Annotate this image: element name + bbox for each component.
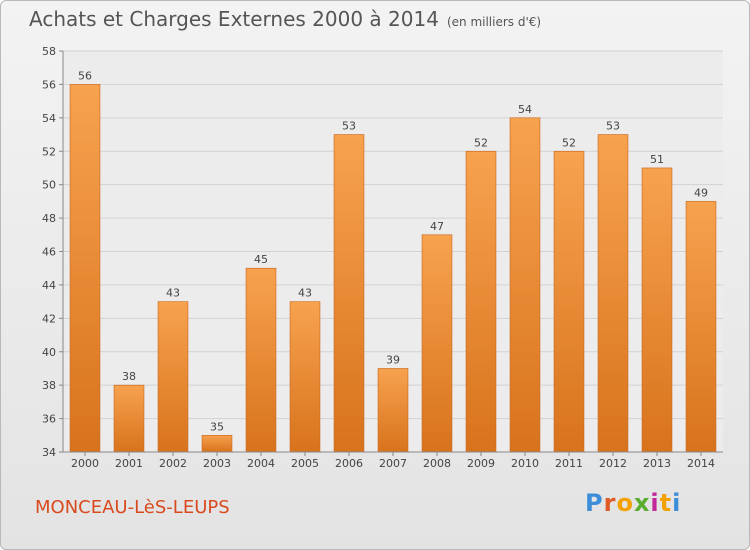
bar-2003	[201, 434, 233, 453]
proxiti-logo: Proxiti	[585, 489, 682, 517]
data-label-2000: 56	[78, 69, 92, 82]
bar-2005	[289, 301, 321, 453]
bar-2008	[421, 234, 453, 453]
data-label-2012: 53	[606, 120, 620, 133]
y-tick-label: 44	[42, 279, 56, 292]
x-tick-label: 2004	[247, 457, 275, 470]
x-tick-label: 2013	[643, 457, 671, 470]
y-tick-label: 40	[42, 346, 56, 359]
chart-title: Achats et Charges Externes 2000 à 2014 (e…	[29, 7, 541, 31]
bar-2000	[69, 84, 101, 453]
bar-2004	[245, 267, 277, 453]
bar-2002	[157, 301, 189, 453]
bar-2013	[641, 167, 673, 453]
y-tick-label: 54	[42, 112, 56, 125]
bar-2010	[509, 117, 541, 453]
bar-2006	[333, 134, 365, 453]
y-tick-label: 58	[42, 45, 56, 58]
bar-2007	[377, 368, 409, 453]
bar-2012	[597, 134, 629, 453]
bar-2014	[685, 201, 717, 453]
bar-2011	[553, 150, 585, 453]
bar-2009	[465, 150, 497, 453]
data-label-2014: 49	[694, 186, 708, 199]
x-tick-label: 2005	[291, 457, 319, 470]
x-tick-label: 2000	[71, 457, 99, 470]
y-tick-label: 52	[42, 145, 56, 158]
x-tick-label: 2008	[423, 457, 451, 470]
x-tick-label: 2010	[511, 457, 539, 470]
x-tick-label: 2012	[599, 457, 627, 470]
data-label-2009: 52	[474, 136, 488, 149]
chart-title-text: Achats et Charges Externes 2000 à 2014	[29, 7, 439, 31]
y-tick-label: 42	[42, 312, 56, 325]
data-label-2010: 54	[518, 103, 532, 116]
data-label-2011: 52	[562, 136, 576, 149]
data-label-2007: 39	[386, 353, 400, 366]
bar-2001	[113, 384, 145, 453]
chart-subtitle: (en milliers d'€)	[446, 15, 542, 29]
data-label-2008: 47	[430, 220, 444, 233]
data-label-2005: 43	[298, 287, 312, 300]
data-label-2013: 51	[650, 153, 664, 166]
y-tick-label: 36	[42, 413, 56, 426]
x-tick-label: 2014	[687, 457, 715, 470]
x-tick-label: 2007	[379, 457, 407, 470]
data-label-2003: 35	[210, 420, 224, 433]
x-tick-label: 2009	[467, 457, 495, 470]
x-tick-label: 2003	[203, 457, 231, 470]
x-tick-label: 2011	[555, 457, 583, 470]
data-label-2004: 45	[254, 253, 268, 266]
x-tick-label: 2006	[335, 457, 363, 470]
x-tick-label: 2002	[159, 457, 187, 470]
y-tick-label: 56	[42, 78, 56, 91]
data-label-2001: 38	[122, 370, 136, 383]
x-tick-label: 2001	[115, 457, 143, 470]
y-tick-label: 50	[42, 179, 56, 192]
y-tick-label: 34	[42, 446, 56, 459]
commune-name: MONCEAU-LèS-LEUPS	[35, 497, 230, 518]
y-tick-label: 38	[42, 379, 56, 392]
y-tick-label: 48	[42, 212, 56, 225]
y-tick-label: 46	[42, 246, 56, 259]
data-label-2006: 53	[342, 120, 356, 133]
data-label-2002: 43	[166, 287, 180, 300]
